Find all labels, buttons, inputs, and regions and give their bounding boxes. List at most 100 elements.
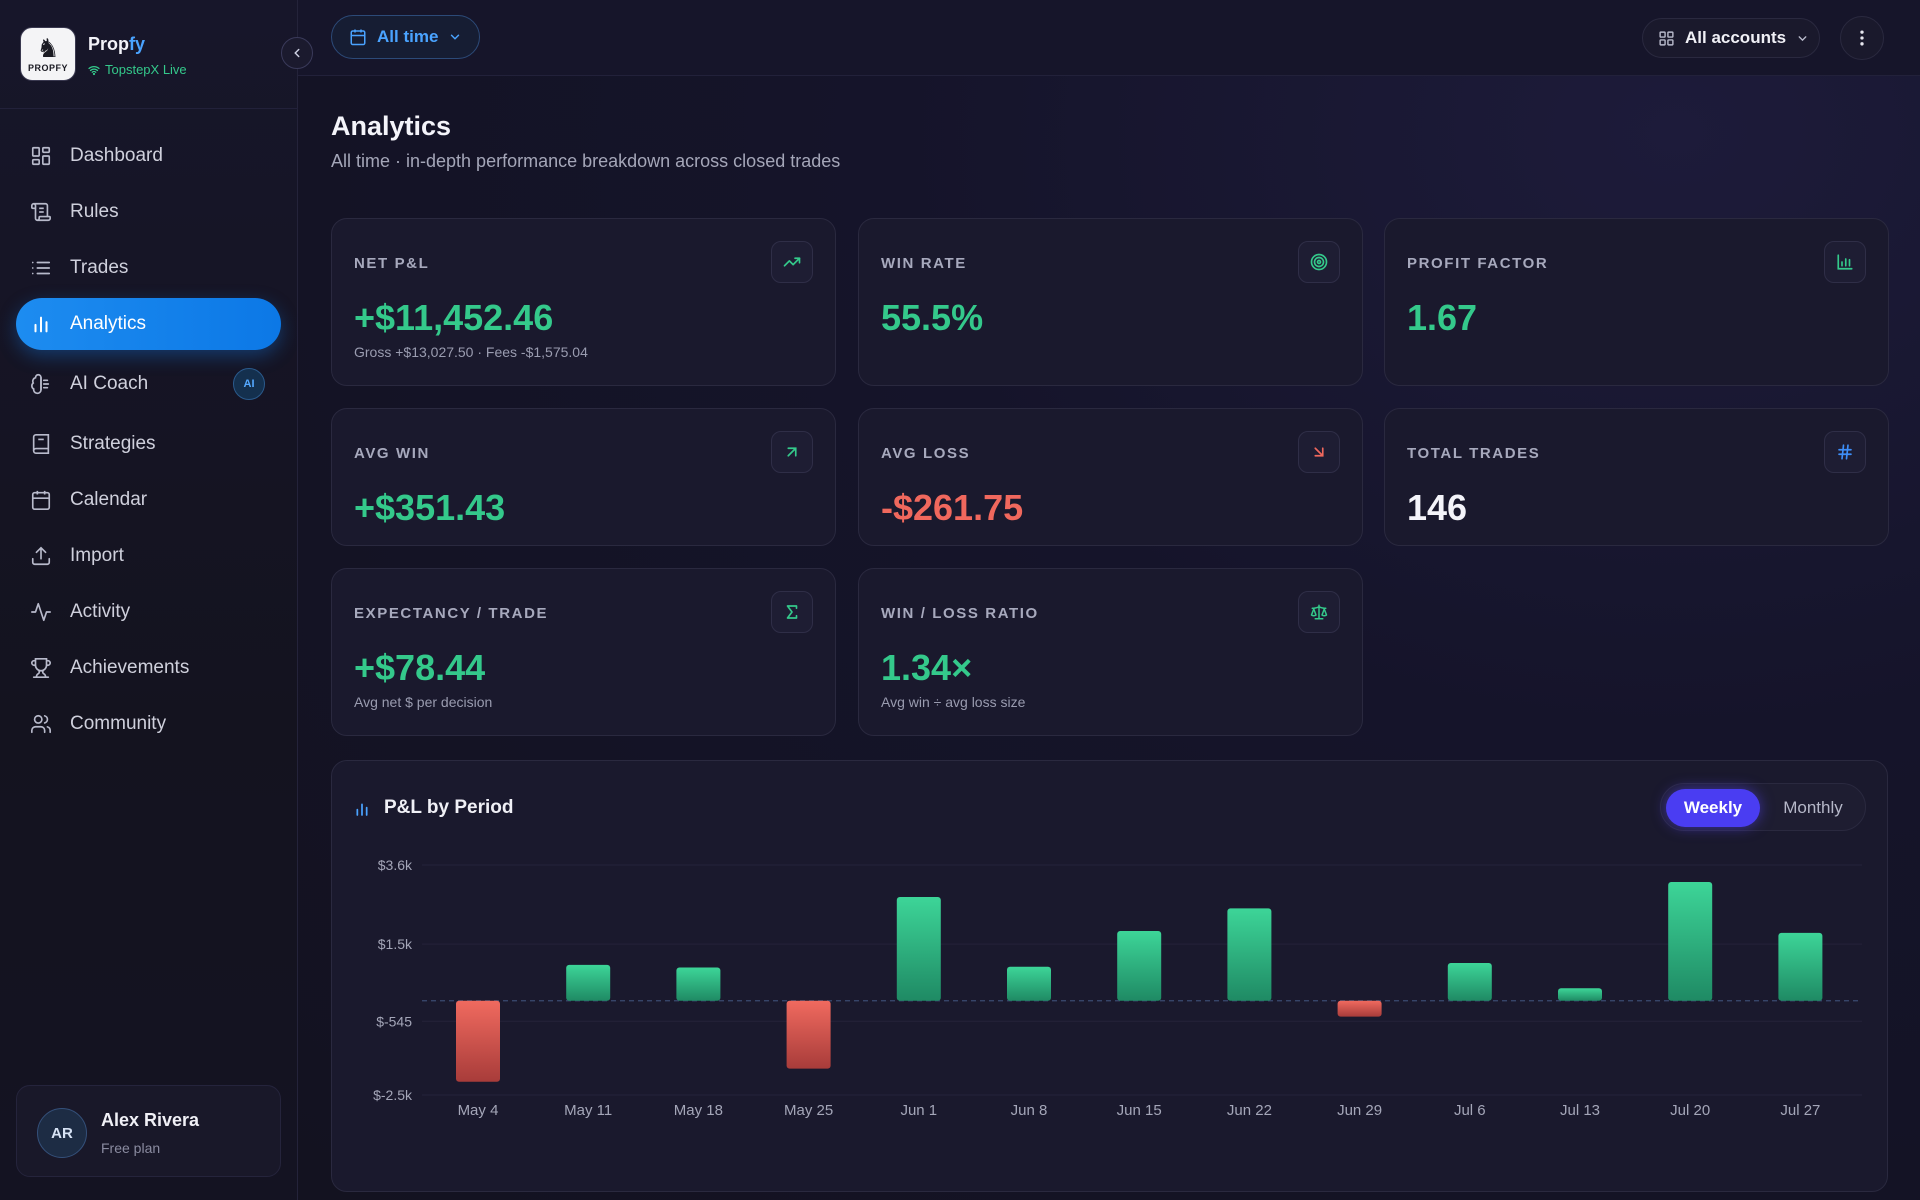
x-tick-label: Jul 6 <box>1454 1102 1486 1119</box>
sidebar-item-label: AI Coach <box>70 373 149 394</box>
chart-bar[interactable] <box>1668 881 1713 1001</box>
activity-icon <box>30 601 52 623</box>
upload-icon <box>30 545 52 567</box>
x-tick-label: Jun 29 <box>1337 1102 1382 1119</box>
avg-loss-card: AVG LOSS -$261.75 <box>858 408 1363 546</box>
collapse-sidebar-button[interactable] <box>281 37 313 69</box>
card-note: Avg win ÷ avg loss size <box>881 694 1026 710</box>
sidebar-divider <box>0 108 298 109</box>
account-status-label: TopstepX Live <box>105 62 187 77</box>
card-label: EXPECTANCY / TRADE <box>354 605 549 622</box>
list-icon <box>30 257 52 279</box>
wifi-icon <box>88 65 100 75</box>
profit-factor-card: PROFIT FACTOR 1.67 <box>1384 218 1889 386</box>
more-vertical-icon <box>1860 30 1864 46</box>
chart-bar[interactable] <box>566 964 611 1001</box>
x-tick-label: Jul 13 <box>1560 1102 1600 1119</box>
sidebar-item-label: Achievements <box>70 657 190 678</box>
logo-word: PROPFY <box>27 63 68 73</box>
card-label: AVG WIN <box>354 445 430 462</box>
x-tick-label: Jun 22 <box>1227 1102 1272 1119</box>
card-value: 146 <box>1407 487 1468 528</box>
x-tick-label: Jul 20 <box>1670 1102 1710 1119</box>
users-icon <box>30 713 52 735</box>
sidebar-item-label: Dashboard <box>70 145 163 166</box>
chart-bar[interactable] <box>1558 988 1602 1001</box>
user-name: Alex Rivera <box>101 1110 200 1130</box>
chart-bar[interactable] <box>1227 908 1272 1001</box>
sidebar-item-label: Calendar <box>70 489 148 510</box>
sidebar-item-trades[interactable]: Trades <box>16 242 281 294</box>
sidebar-item-import[interactable]: Import <box>16 530 281 582</box>
sidebar-item-ai-coach[interactable]: AI Coach AI <box>16 358 281 410</box>
card-note: Avg net $ per decision <box>354 694 493 710</box>
time-filter-label: All time <box>377 27 439 46</box>
griffin-logo-icon: ♞ <box>36 33 60 63</box>
bar-chart-icon <box>1824 241 1866 283</box>
card-value: -$261.75 <box>881 487 1024 528</box>
sidebar-item-rules[interactable]: Rules <box>16 186 281 238</box>
target-icon <box>1298 241 1340 283</box>
chart-bar[interactable] <box>676 967 721 1001</box>
page-subtitle: All time · in-depth performance breakdow… <box>331 151 841 171</box>
card-value: 1.67 <box>1407 297 1478 338</box>
card-value: 55.5% <box>881 297 984 338</box>
sidebar-item-label: Rules <box>70 201 119 222</box>
sidebar-item-analytics[interactable]: Analytics <box>16 298 281 350</box>
chart-bar[interactable] <box>896 897 941 1001</box>
sidebar-item-label: Community <box>70 713 167 734</box>
chart-bar[interactable] <box>1778 932 1823 1001</box>
monthly-toggle-button[interactable]: Monthly <box>1783 798 1843 817</box>
sidebar-item-dashboard[interactable]: Dashboard <box>16 130 281 182</box>
brand[interactable]: ♞ PROPFY Propfy TopstepX Live <box>20 27 280 83</box>
card-note: Gross +$13,027.50 · Fees -$1,575.04 <box>354 344 588 360</box>
chart-bar[interactable] <box>1117 930 1162 1001</box>
sidebar-item-community[interactable]: Community <box>16 698 281 750</box>
x-tick-label: May 25 <box>784 1102 833 1119</box>
time-filter-dropdown[interactable]: All time <box>331 15 480 59</box>
card-value: +$351.43 <box>354 487 506 528</box>
brand-name: Propfy <box>88 34 145 55</box>
main-content: Analytics All time · in-depth performanc… <box>298 76 1920 1200</box>
total-trades-card: TOTAL TRADES 146 <box>1384 408 1889 546</box>
card-label: TOTAL TRADES <box>1407 445 1541 462</box>
chart-bar[interactable] <box>1447 963 1492 1001</box>
chart-bar[interactable] <box>1337 1000 1382 1017</box>
weekly-toggle-button[interactable]: Weekly <box>1666 789 1760 827</box>
pnl-bar-chart: $3.6k $1.5k $-545 $-2.5k May 4 May 11 May 18 Ma… <box>373 857 1862 1119</box>
brand-logo: ♞ PROPFY <box>20 27 76 81</box>
brand-name-b: fy <box>129 34 146 54</box>
arrow-up-right-icon <box>771 431 813 473</box>
win-rate-card: WIN RATE 55.5% <box>858 218 1363 386</box>
sidebar-item-label: Trades <box>70 257 129 278</box>
card-label: PROFIT FACTOR <box>1407 255 1549 272</box>
more-menu-button[interactable] <box>1840 16 1884 60</box>
topbar: All time All accounts <box>298 0 1920 76</box>
x-tick-label: Jun 8 <box>1011 1102 1048 1119</box>
card-value: +$11,452.46 <box>354 297 554 338</box>
chart-bar[interactable] <box>1007 966 1051 1001</box>
chevron-down-icon <box>1798 35 1807 41</box>
page-title: Analytics <box>331 111 452 141</box>
card-label: WIN RATE <box>881 255 967 272</box>
user-card[interactable]: AR Alex Rivera Free plan <box>16 1085 281 1177</box>
net-pnl-card: NET P&L +$11,452.46 Gross +$13,027.50 · … <box>331 218 836 386</box>
sidebar-item-achievements[interactable]: Achievements <box>16 642 281 694</box>
user-plan: Free plan <box>101 1140 161 1156</box>
chart-bar[interactable] <box>786 1000 831 1069</box>
pnl-by-period-card: P&L by Period Weekly Monthly $3.6k $1.5k $… <box>331 760 1888 1192</box>
card-value: +$78.44 <box>354 647 486 688</box>
calendar-icon <box>30 489 52 511</box>
chart-title: P&L by Period <box>384 797 514 818</box>
sidebar-item-strategies[interactable]: Strategies <box>16 418 281 470</box>
chart-bar[interactable] <box>456 1000 500 1082</box>
sidebar-item-activity[interactable]: Activity <box>16 586 281 638</box>
sidebar-item-calendar[interactable]: Calendar <box>16 474 281 526</box>
book-icon <box>30 433 52 455</box>
y-tick-label: $-545 <box>376 1013 412 1029</box>
accounts-dropdown[interactable]: All accounts <box>1642 18 1820 58</box>
y-tick-label: $1.5k <box>378 936 413 952</box>
hash-icon <box>1824 431 1866 473</box>
card-label: AVG LOSS <box>881 445 971 462</box>
trophy-icon <box>30 657 52 679</box>
